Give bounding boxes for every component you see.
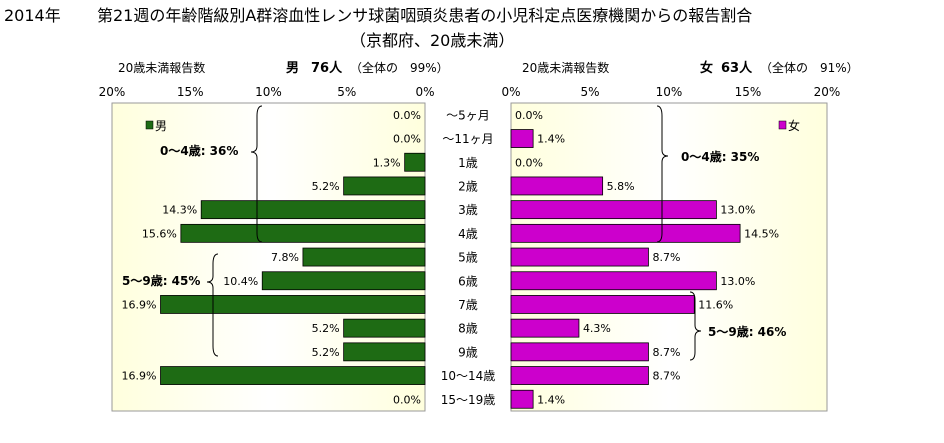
male-x-tick-label: 0% <box>415 85 434 99</box>
category-label: ～5ヶ月 <box>446 108 490 122</box>
female-x-tick-label: 5% <box>580 85 599 99</box>
female-data-label: 8.7% <box>652 251 680 264</box>
male-bar <box>343 176 426 196</box>
male-bar <box>261 271 426 291</box>
female-data-label: 0.0% <box>515 156 543 169</box>
female-data-label: 11.6% <box>698 298 733 311</box>
category-label: 9歳 <box>458 345 478 359</box>
male-data-label: 5.2% <box>312 322 340 335</box>
male-x-tick-label: 10% <box>255 85 282 99</box>
male-header-label: 男 <box>286 61 299 76</box>
male-x-tick-label: 20% <box>99 85 126 99</box>
male-bar <box>302 247 426 267</box>
male-bracket-5-9 <box>206 253 219 357</box>
female-bar <box>510 389 534 409</box>
male-header-left: 20歳未満報告数 <box>118 60 205 75</box>
female-x-tick-label: 0% <box>501 85 520 99</box>
category-label: ～11ヶ月 <box>442 132 493 146</box>
female-annotation-5-9: 5～9歳: 46% <box>708 324 786 339</box>
male-bar <box>200 200 426 220</box>
female-header-count: 63人 <box>721 60 753 76</box>
male-bar <box>160 366 426 385</box>
male-data-label: 0.0% <box>393 109 421 122</box>
female-header-left: 20歳未満報告数 <box>522 60 609 75</box>
male-data-label: 15.6% <box>142 227 177 240</box>
title-year: 2014年 <box>4 6 61 25</box>
male-bar <box>160 295 426 314</box>
legend-male-label: 男 <box>155 119 167 133</box>
female-bracket-0-4 <box>656 105 669 243</box>
female-annotation-0-4: 0～4歳: 35% <box>681 149 759 164</box>
category-label: 6歳 <box>458 274 478 288</box>
male-data-label: 16.9% <box>122 370 157 383</box>
legend-female-label: 女 <box>788 118 800 133</box>
female-bar <box>510 200 717 220</box>
male-data-label: 5.2% <box>312 180 340 193</box>
female-bar <box>510 129 534 148</box>
female-x-tick-label: 10% <box>656 85 683 99</box>
male-x-tick-label: 15% <box>177 85 204 99</box>
female-data-label: 1.4% <box>537 133 565 146</box>
male-bar <box>343 318 426 338</box>
female-bar <box>510 247 649 267</box>
male-data-label: 7.8% <box>271 251 299 264</box>
female-data-label: 8.7% <box>652 370 680 383</box>
female-data-label: 5.8% <box>607 180 635 193</box>
female-x-tick-label: 15% <box>735 85 762 99</box>
legend-male-swatch <box>145 120 154 130</box>
male-data-label: 5.2% <box>312 346 340 359</box>
male-header-count: 76人 <box>311 60 343 76</box>
male-data-label: 1.3% <box>373 156 401 169</box>
female-bar <box>510 342 649 362</box>
category-label: 5歳 <box>458 251 478 265</box>
female-bar <box>510 271 717 291</box>
title-sub: （京都府、20歳未満） <box>350 31 514 50</box>
female-bar <box>510 318 580 338</box>
female-data-label: 8.7% <box>652 346 680 359</box>
male-data-label: 0.0% <box>393 393 421 406</box>
category-label: 10～14歳 <box>441 369 496 383</box>
female-data-label: 13.0% <box>720 204 755 217</box>
female-bar <box>510 176 604 196</box>
category-label: 8歳 <box>458 322 478 336</box>
male-header-share: （全体の 99%） <box>350 60 449 75</box>
male-bar <box>404 152 426 172</box>
category-label: 15～19歳 <box>441 393 496 407</box>
female-bar <box>510 295 695 314</box>
female-x-tick-label: 20% <box>814 85 841 99</box>
female-data-label: 14.5% <box>744 227 779 240</box>
male-annotation-5-9: 5～9歳: 45% <box>122 273 200 288</box>
legend-female-swatch <box>778 120 787 130</box>
female-bar <box>510 366 649 385</box>
male-data-label: 10.4% <box>223 275 258 288</box>
male-data-label: 16.9% <box>122 298 157 311</box>
male-bracket-0-4 <box>250 105 263 243</box>
female-bar <box>510 223 741 243</box>
category-label: 2歳 <box>458 179 478 193</box>
female-data-label: 1.4% <box>537 393 565 406</box>
category-label: 4歳 <box>458 227 478 241</box>
male-annotation-0-4: 0～4歳: 36% <box>160 143 238 158</box>
category-label: 7歳 <box>458 298 478 312</box>
category-label: 3歳 <box>458 203 478 217</box>
female-data-label: 13.0% <box>720 275 755 288</box>
male-data-label: 0.0% <box>393 133 421 146</box>
male-bar <box>343 342 426 362</box>
female-bracket-5-9 <box>689 291 702 361</box>
female-data-label: 4.3% <box>583 322 611 335</box>
title-main: 第21週の年齢階級別A群溶血性レンサ球菌咽頭炎患者の小児科定点医療機関からの報告… <box>97 6 752 25</box>
female-header-label: 女 <box>700 60 713 76</box>
male-bar <box>180 223 426 243</box>
male-x-tick-label: 5% <box>337 85 356 99</box>
category-label: 1歳 <box>458 156 478 170</box>
male-data-label: 14.3% <box>162 204 197 217</box>
female-header-share: （全体の 91%） <box>760 60 859 75</box>
female-data-label: 0.0% <box>515 109 543 122</box>
